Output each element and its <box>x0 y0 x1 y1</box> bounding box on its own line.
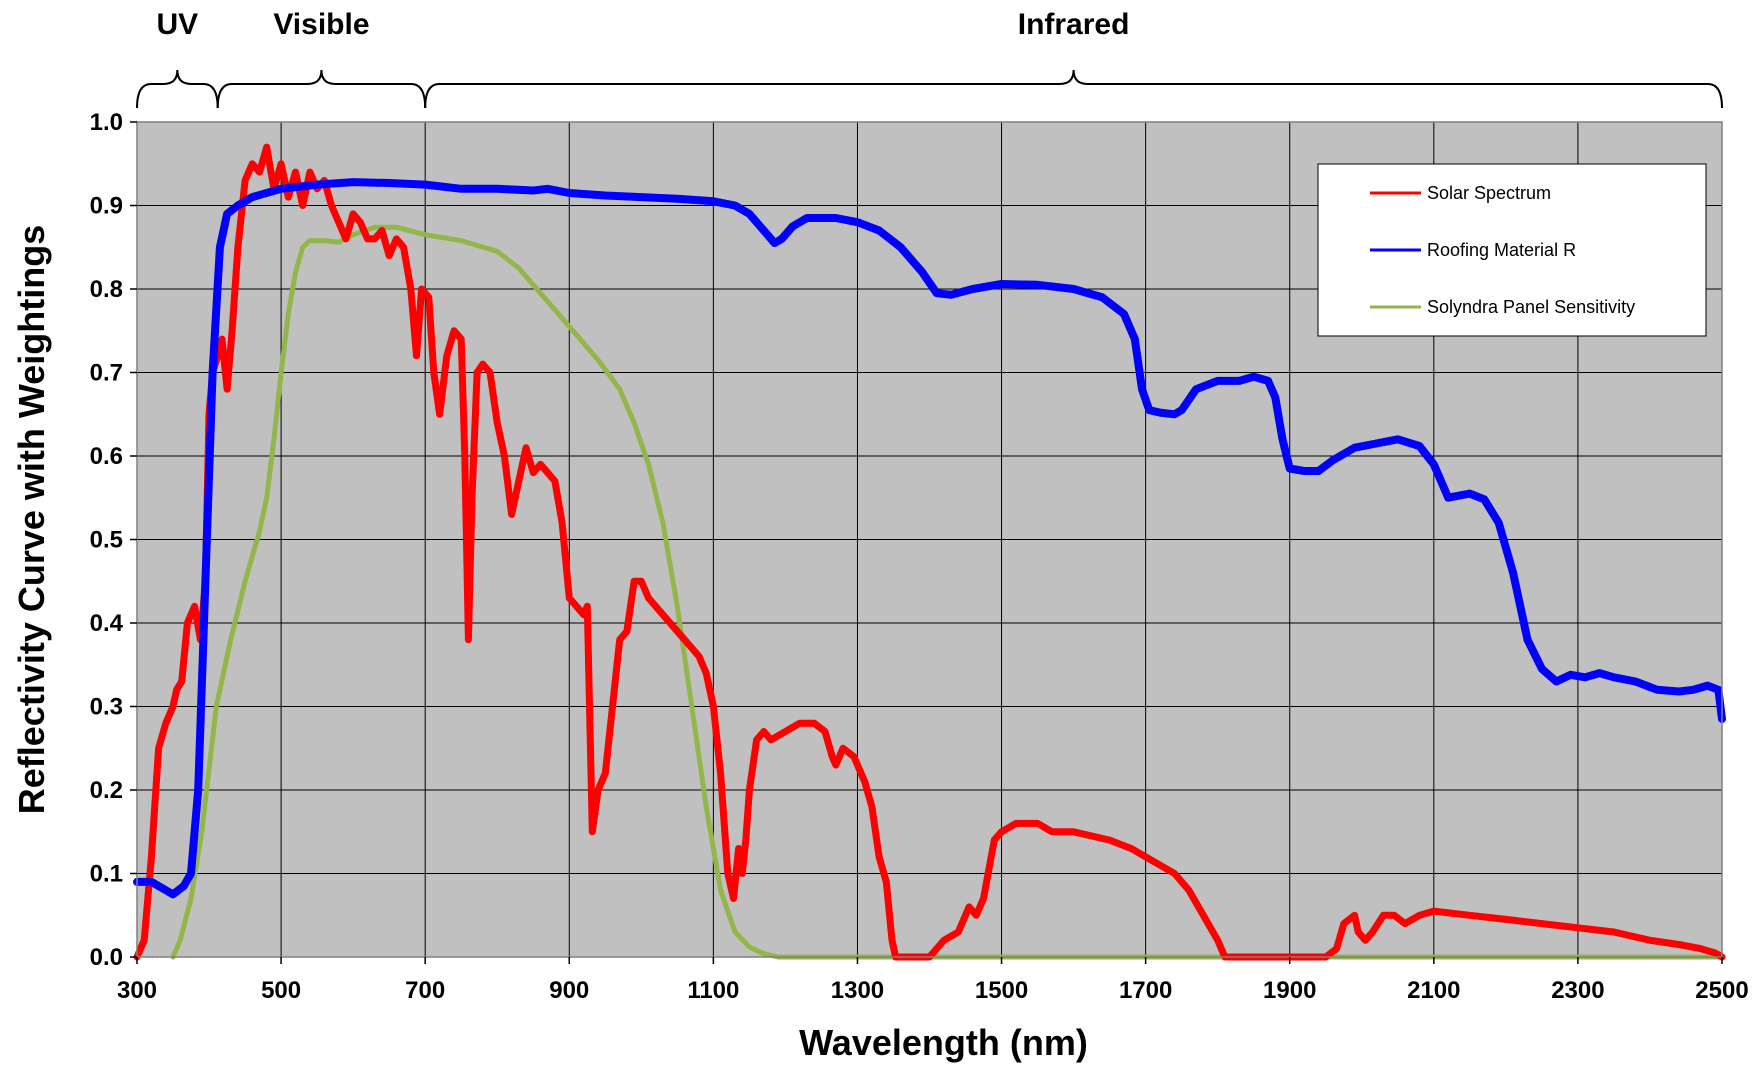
x-tick-label: 700 <box>405 977 445 1004</box>
x-tick-label: 1300 <box>831 977 884 1004</box>
x-tick-label: 300 <box>117 977 157 1004</box>
y-axis-ticks: 0.0 0.1 0.2 0.3 0.4 0.5 0.6 0.7 0.8 0.9 1.0 <box>90 109 137 971</box>
band-brace <box>136 69 219 109</box>
band-label-visible: Visible <box>273 8 369 41</box>
y-tick-label: 1.0 <box>90 109 123 136</box>
y-tick-label: 0.9 <box>90 193 123 220</box>
y-tick-label: 0.8 <box>90 276 123 303</box>
x-tick-label: 1100 <box>687 977 739 1004</box>
series-lines <box>133 143 1726 961</box>
legend-label-panel-sensitivity: Solyndra Panel Sensitivity <box>1427 297 1635 317</box>
x-tick-label: 2100 <box>1407 977 1460 1004</box>
x-tick-label: 1500 <box>975 977 1028 1004</box>
x-tick-label: 2300 <box>1551 977 1604 1004</box>
y-axis-title: Reflectivity Curve with Weightings <box>11 225 52 814</box>
series-line-roofing-material-r <box>133 178 1726 899</box>
x-axis-title: Wavelength (nm) <box>799 1022 1088 1063</box>
band-brace <box>216 69 427 109</box>
x-tick-label: 900 <box>549 977 589 1004</box>
series-line-solyndra-panel-sensitivity <box>170 224 1725 960</box>
x-tick-label: 500 <box>261 977 301 1004</box>
y-tick-label: 0.1 <box>90 861 123 888</box>
spectral-bands: UV Visible Infrared <box>136 8 1723 109</box>
y-tick-label: 0.4 <box>90 610 124 637</box>
y-tick-label: 0.3 <box>90 694 123 721</box>
y-tick-label: 0.0 <box>90 944 123 971</box>
y-tick-label: 0.5 <box>90 527 123 554</box>
legend: Solar Spectrum Roofing Material R Solynd… <box>1317 163 1707 337</box>
x-tick-label: 1700 <box>1119 977 1172 1004</box>
x-axis-ticks: 300 500 700 900 1100 1300 1500 1700 1900 2100 2300… <box>117 957 1749 1004</box>
x-tick-label: 2500 <box>1695 977 1748 1004</box>
band-brace <box>424 69 1723 109</box>
legend-label-roofing-material: Roofing Material R <box>1427 240 1576 260</box>
y-tick-label: 0.7 <box>90 360 123 387</box>
x-tick-label: 1900 <box>1263 977 1316 1004</box>
legend-label-solar-spectrum: Solar Spectrum <box>1427 183 1551 203</box>
y-tick-label: 0.6 <box>90 443 123 470</box>
band-label-uv: UV <box>157 8 199 41</box>
y-tick-label: 0.2 <box>90 777 123 804</box>
band-label-infrared: Infrared <box>1018 8 1130 41</box>
gridlines <box>136 121 1723 958</box>
